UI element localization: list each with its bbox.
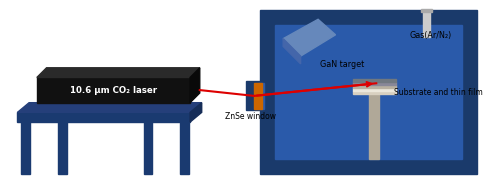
Bar <box>18 112 190 122</box>
Polygon shape <box>37 68 200 78</box>
Bar <box>260 10 477 174</box>
Text: GaN target: GaN target <box>320 60 364 69</box>
Polygon shape <box>18 103 202 112</box>
Bar <box>254 83 262 108</box>
Bar <box>37 78 190 103</box>
Bar <box>353 88 396 91</box>
Bar <box>22 118 30 174</box>
Bar <box>258 83 264 108</box>
Polygon shape <box>283 39 300 64</box>
Bar <box>353 85 396 88</box>
Bar <box>353 91 396 94</box>
Text: Substrate and thin film: Substrate and thin film <box>394 88 482 97</box>
Polygon shape <box>190 68 200 103</box>
Bar <box>246 81 262 110</box>
Bar <box>353 82 396 85</box>
Bar <box>276 25 462 159</box>
Polygon shape <box>283 19 336 56</box>
Bar <box>421 9 432 11</box>
Bar <box>423 10 430 37</box>
Bar <box>370 93 379 159</box>
Polygon shape <box>190 103 202 122</box>
Text: Gas(Ar/N₂): Gas(Ar/N₂) <box>410 31 452 40</box>
Bar <box>353 79 396 82</box>
Bar <box>58 118 67 174</box>
Text: ZnSe window: ZnSe window <box>224 112 276 121</box>
Bar <box>144 118 152 174</box>
Bar <box>180 118 189 174</box>
Text: 10.6 μm CO₂ laser: 10.6 μm CO₂ laser <box>70 86 157 95</box>
